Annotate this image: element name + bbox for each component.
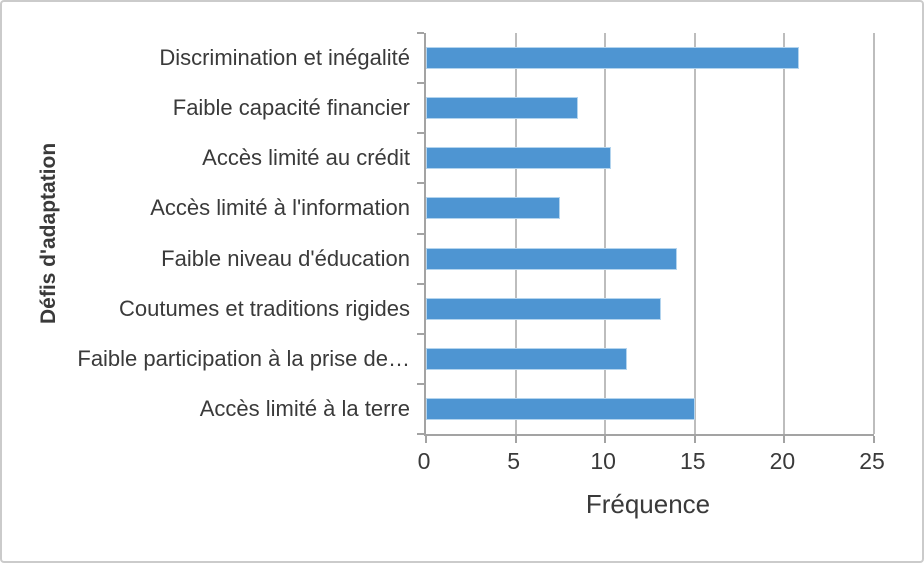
x-tick-label: 15 (680, 448, 706, 474)
y-tick-mark (417, 82, 424, 84)
x-tick-mark (425, 436, 427, 443)
x-tick-label: 20 (769, 448, 796, 474)
x-tick-label: 0 (417, 448, 431, 474)
category-label: Discrimination et inégalité (159, 45, 410, 71)
gridline (873, 33, 875, 434)
category-label: Faible participation à la prise de… (77, 345, 410, 371)
x-tick-mark (783, 436, 786, 443)
y-tick-mark (417, 132, 424, 134)
y-tick-mark (417, 383, 424, 385)
x-tick-mark (514, 436, 517, 443)
y-tick-mark (417, 433, 424, 435)
bar (426, 47, 799, 70)
bar (426, 147, 611, 170)
category-labels: Discrimination et inégalité Faible capaci… (16, 33, 412, 434)
gridline (783, 33, 786, 434)
gridline (693, 33, 696, 434)
y-tick-mark (417, 32, 424, 34)
bar (426, 347, 627, 370)
x-tick-mark (873, 436, 875, 443)
bar (426, 97, 579, 120)
x-tick-labels: 0 5 10 15 20 25 (418, 448, 885, 478)
y-tick-mark (417, 283, 424, 285)
category-label: Accès limité au crédit (202, 145, 410, 171)
x-tick-label: 10 (590, 448, 616, 474)
plot-area (417, 32, 875, 443)
gridline (514, 33, 517, 434)
x-axis-title: Fréquence (585, 489, 711, 519)
category-label: Faible capacité financier (172, 95, 410, 121)
x-tick-mark (693, 436, 696, 443)
category-label: Coutumes et traditions rigides (118, 295, 410, 321)
bar (426, 397, 695, 420)
bar (426, 297, 661, 320)
bar (426, 197, 561, 220)
bar (426, 247, 677, 270)
gridline (604, 33, 607, 434)
category-label: Accès limité à l'information (150, 195, 410, 221)
category-label: Faible niveau d'éducation (161, 245, 410, 271)
y-tick-mark (417, 182, 424, 184)
x-tick-label: 25 (859, 448, 885, 474)
x-tick-label: 5 (507, 448, 520, 474)
x-tick-mark (604, 436, 607, 443)
y-tick-mark (417, 233, 424, 235)
category-label: Accès limité à la terre (199, 395, 410, 421)
y-tick-mark (417, 333, 424, 335)
